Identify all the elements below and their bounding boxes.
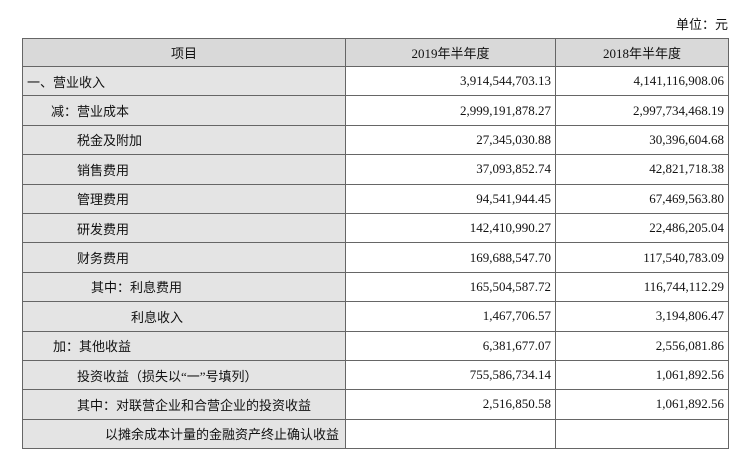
table-row: 其中：利息费用 165,504,587.72 116,744,112.29	[22, 271, 729, 303]
table-row: 一、营业收入 3,914,544,703.13 4,141,116,908.06	[22, 65, 729, 97]
table-row: 投资收益（损失以“一”号填列） 755,586,734.14 1,061,892.5…	[22, 359, 729, 391]
header-cell: 2018年半年度	[555, 38, 729, 67]
row-label: 管理费用	[22, 183, 346, 214]
value-cell: 6,381,677.07	[345, 330, 556, 361]
row-label: 投资收益（损失以“一”号填列）	[22, 359, 346, 391]
value-cell: 2,516,850.58	[345, 389, 556, 420]
value-cell: 3,194,806.47	[555, 301, 729, 332]
value-cell: 142,410,990.27	[345, 212, 556, 244]
value-cell: 169,688,547.70	[345, 242, 556, 273]
table-row: 销售费用 37,093,852.74 42,821,718.38	[22, 154, 729, 185]
row-label: 其中：利息费用	[22, 271, 346, 303]
value-cell: 37,093,852.74	[345, 154, 556, 185]
value-cell	[345, 418, 556, 450]
table-row: 财务费用 169,688,547.70 117,540,783.09	[22, 242, 729, 273]
value-cell: 1,467,706.57	[345, 301, 556, 332]
value-cell: 165,504,587.72	[345, 271, 556, 303]
row-label: 以摊余成本计量的金融资产终止确认收益	[22, 418, 346, 450]
income-table: 项目 2019年半年度 2018年半年度 一、营业收入 3,914,544,703.13…	[22, 38, 729, 450]
header-cell: 2019年半年度	[345, 38, 556, 67]
table-row: 税金及附加 27,345,030.88 30,396,604.68	[22, 124, 729, 156]
value-cell: 116,744,112.29	[555, 271, 729, 303]
value-cell: 3,914,544,703.13	[345, 65, 556, 97]
row-label: 一、营业收入	[22, 65, 346, 97]
value-cell: 27,345,030.88	[345, 124, 556, 156]
value-cell: 117,540,783.09	[555, 242, 729, 273]
value-cell: 2,999,191,878.27	[345, 95, 556, 126]
unit-note: 单位：元	[675, 17, 728, 32]
table-row: 以摊余成本计量的金融资产终止确认收益	[22, 418, 729, 450]
row-label: 利息收入	[22, 301, 346, 332]
row-label: 减：营业成本	[22, 95, 346, 126]
value-cell: 94,541,944.45	[345, 183, 556, 214]
value-cell: 22,486,205.04	[555, 212, 729, 244]
table-row: 加：其他收益 6,381,677.07 2,556,081.86	[22, 330, 729, 361]
value-cell	[555, 418, 729, 450]
value-cell: 4,141,116,908.06	[555, 65, 729, 97]
value-cell: 67,469,563.80	[555, 183, 729, 214]
table-row: 研发费用 142,410,990.27 22,486,205.04	[22, 212, 729, 244]
value-cell: 755,586,734.14	[345, 359, 556, 391]
header-cell: 项目	[22, 38, 346, 67]
row-label: 研发费用	[22, 212, 346, 244]
table-row: 利息收入 1,467,706.57 3,194,806.47	[22, 301, 729, 332]
row-label: 销售费用	[22, 154, 346, 185]
row-label: 其中：对联营企业和合营企业的投资收益	[22, 389, 346, 420]
value-cell: 1,061,892.56	[555, 389, 729, 420]
table-row: 其中：对联营企业和合营企业的投资收益 2,516,850.58 1,061,892.…	[22, 389, 729, 420]
value-cell: 2,556,081.86	[555, 330, 729, 361]
value-cell: 42,821,718.38	[555, 154, 729, 185]
row-label: 税金及附加	[22, 124, 346, 156]
value-cell: 30,396,604.68	[555, 124, 729, 156]
value-cell: 2,997,734,468.19	[555, 95, 729, 126]
table-row: 减：营业成本 2,999,191,878.27 2,997,734,468.19	[22, 95, 729, 126]
table-row: 管理费用 94,541,944.45 67,469,563.80	[22, 183, 729, 214]
row-label: 财务费用	[22, 242, 346, 273]
row-label: 加：其他收益	[22, 330, 346, 361]
header-row: 项目 2019年半年度 2018年半年度	[22, 38, 729, 67]
value-cell: 1,061,892.56	[555, 359, 729, 391]
